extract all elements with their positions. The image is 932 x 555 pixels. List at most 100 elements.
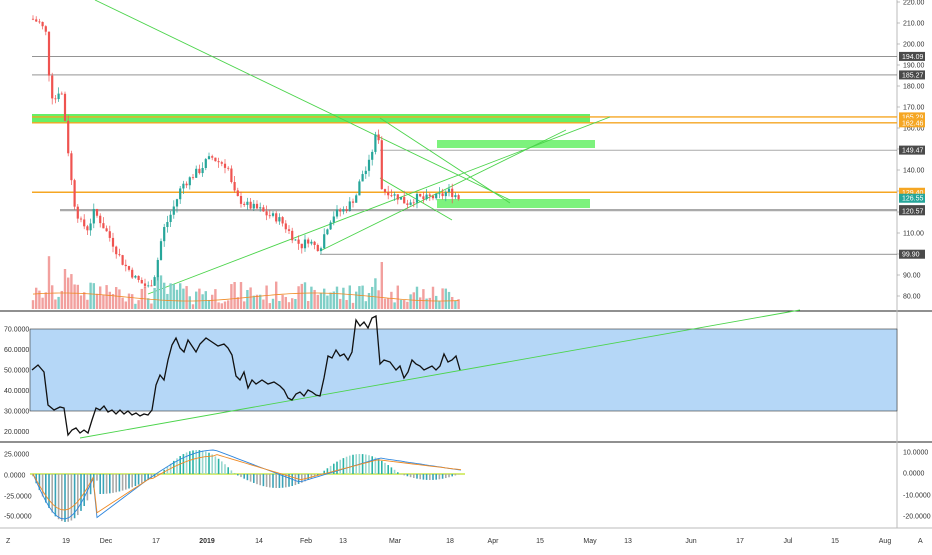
candle-body bbox=[125, 265, 127, 266]
candle-body bbox=[61, 94, 63, 95]
volume-bar bbox=[269, 303, 271, 309]
macd-histogram-bar bbox=[119, 474, 121, 491]
volume-bar bbox=[371, 287, 373, 309]
candle-body bbox=[170, 215, 172, 222]
candle-body bbox=[198, 169, 200, 173]
volume-bar bbox=[317, 295, 319, 309]
macd-histogram-bar bbox=[122, 474, 124, 491]
time-axis-label: Jul bbox=[784, 538, 793, 545]
price-level-tag[interactable]: 120.57 bbox=[899, 206, 925, 215]
volume-bar bbox=[41, 298, 43, 309]
macd-histogram-bar bbox=[391, 467, 393, 474]
macd-histogram-bar bbox=[295, 474, 297, 485]
price-level-tag[interactable]: 194.09 bbox=[899, 52, 925, 61]
price-level-tag[interactable]: 99.90 bbox=[899, 250, 925, 259]
volume-bar bbox=[57, 297, 59, 309]
candle-body bbox=[67, 121, 69, 153]
candle-body bbox=[227, 168, 229, 169]
candle-body bbox=[48, 32, 50, 76]
price-tick-label: 170.00 bbox=[903, 105, 925, 112]
auto-scale-icon[interactable]: A bbox=[918, 538, 923, 545]
volume-bar bbox=[368, 293, 370, 309]
volume-bar bbox=[96, 294, 98, 309]
price-level-tag[interactable]: 185.27 bbox=[899, 70, 925, 79]
macd-histogram-bar bbox=[131, 474, 133, 487]
candle-body bbox=[384, 189, 386, 192]
time-axis-label: 2019 bbox=[199, 538, 215, 545]
price-tick-label: 210.00 bbox=[903, 21, 925, 28]
volume-bar bbox=[291, 298, 293, 309]
candle-body bbox=[118, 254, 120, 255]
candle-body bbox=[54, 98, 56, 99]
candle-body bbox=[298, 240, 300, 244]
macd-histogram-bar bbox=[51, 474, 53, 513]
price-level-tag-text: 99.90 bbox=[902, 252, 920, 259]
price-level-tag[interactable]: 162.46 bbox=[899, 118, 925, 127]
green-resistance-zone[interactable] bbox=[32, 114, 590, 123]
candle-body bbox=[93, 209, 95, 223]
candle-body bbox=[224, 164, 226, 168]
macd-histogram-bar bbox=[435, 474, 437, 480]
rsi-tick-label: 50.0000 bbox=[4, 368, 29, 375]
volume-bar bbox=[144, 286, 146, 309]
macd-histogram-bar bbox=[125, 474, 127, 490]
volume-bar bbox=[189, 296, 191, 309]
macd-histogram-bar bbox=[141, 474, 143, 483]
volume-bar bbox=[61, 291, 63, 309]
candle-body bbox=[406, 203, 408, 204]
macd-histogram-bar bbox=[83, 474, 85, 506]
macd-histogram-bar bbox=[407, 474, 409, 476]
candle-body bbox=[397, 194, 399, 199]
candle-body bbox=[320, 248, 322, 251]
candle-body bbox=[288, 229, 290, 231]
candle-body bbox=[106, 228, 108, 231]
volume-bar bbox=[384, 299, 386, 309]
price-tick-label: 140.00 bbox=[903, 168, 925, 175]
green-target-zone-upper[interactable] bbox=[437, 140, 595, 148]
candle-body bbox=[237, 190, 239, 196]
volume-bar bbox=[406, 302, 408, 309]
volume-bar bbox=[301, 284, 303, 309]
candle-body bbox=[246, 202, 248, 205]
time-axis-label: Jun bbox=[685, 538, 696, 545]
volume-bar bbox=[80, 295, 82, 309]
candle-body bbox=[218, 161, 220, 162]
volume-bar bbox=[253, 296, 255, 309]
macd-histogram-bar bbox=[439, 474, 441, 479]
macd-histogram-bar bbox=[231, 470, 233, 474]
time-axis-label: 17 bbox=[736, 538, 744, 545]
volume-bar bbox=[419, 297, 421, 309]
volume-bar bbox=[345, 300, 347, 309]
price-tick-label: 90.00 bbox=[903, 273, 921, 280]
candle-body bbox=[51, 76, 53, 99]
price-level-tag[interactable]: 149.47 bbox=[899, 146, 925, 155]
volume-bar bbox=[109, 292, 111, 309]
volume-bar bbox=[435, 296, 437, 309]
macd-histogram-bar bbox=[237, 474, 239, 475]
price-level-tag-text: 126.55 bbox=[902, 196, 924, 203]
volume-bar bbox=[163, 283, 165, 309]
volume-bar bbox=[237, 297, 239, 309]
price-tick-label: 180.00 bbox=[903, 84, 925, 91]
zoom-icon[interactable]: Z bbox=[6, 538, 11, 545]
candle-body bbox=[186, 184, 188, 186]
volume-bar bbox=[304, 282, 306, 309]
volume-bar bbox=[272, 299, 274, 309]
volume-bar bbox=[355, 292, 357, 309]
green-target-zone-lower[interactable] bbox=[437, 199, 590, 208]
volume-bar bbox=[115, 287, 117, 309]
volume-bar bbox=[390, 292, 392, 309]
volume-bar bbox=[208, 300, 210, 309]
macd-histogram-bar bbox=[403, 474, 405, 475]
volume-bar bbox=[323, 289, 325, 309]
candle-body bbox=[374, 134, 376, 151]
price-level-tag[interactable]: 126.55 bbox=[899, 194, 925, 203]
volume-bar bbox=[224, 302, 226, 309]
candle-body bbox=[144, 283, 146, 285]
volume-bar bbox=[259, 295, 261, 309]
macd-histogram-bar bbox=[419, 474, 421, 479]
macd-histogram-bar bbox=[48, 474, 50, 508]
time-axis-label: Aug bbox=[879, 538, 892, 545]
